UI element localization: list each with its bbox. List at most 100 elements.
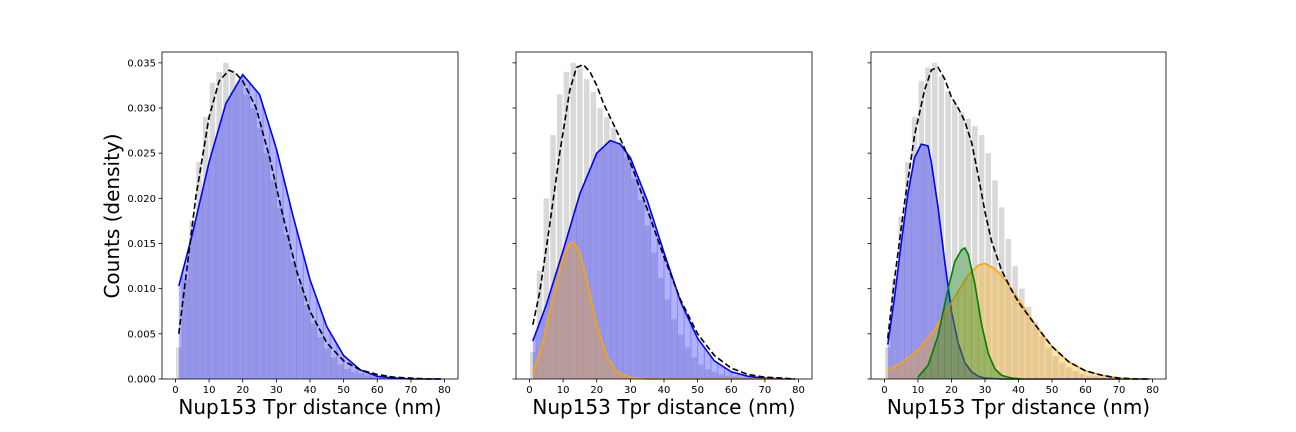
y-tick-label: 0.030 bbox=[127, 104, 156, 115]
hist-bar bbox=[731, 376, 738, 379]
hist-bar bbox=[276, 207, 283, 379]
hist-bar bbox=[344, 369, 350, 379]
x-tick-label: 20 bbox=[590, 385, 603, 396]
hist-bar bbox=[250, 108, 256, 379]
hist-bar bbox=[1079, 373, 1085, 379]
hist-bar bbox=[604, 117, 610, 380]
hist-bar bbox=[223, 62, 229, 379]
x-tick-label: 60 bbox=[725, 385, 738, 396]
hist-bar bbox=[678, 334, 684, 379]
hist-bar bbox=[256, 127, 263, 380]
hist-bar bbox=[925, 67, 931, 379]
histogram bbox=[176, 62, 444, 380]
hist-bar bbox=[738, 377, 745, 379]
x-tick-label: 70 bbox=[1113, 385, 1126, 396]
blue-component bbox=[532, 139, 796, 380]
x-tick-label: 40 bbox=[658, 385, 671, 396]
envelope-dashed-curve bbox=[886, 66, 1150, 380]
hist-bar bbox=[196, 162, 202, 379]
hist-bar bbox=[1045, 347, 1052, 379]
x-tick-label: 20 bbox=[945, 385, 958, 396]
y-tick-label: 0.000 bbox=[127, 375, 156, 386]
hist-bar bbox=[885, 347, 891, 379]
hist-bar bbox=[657, 277, 664, 379]
hist-bar bbox=[303, 304, 310, 379]
hist-bar bbox=[202, 117, 209, 380]
hist-bar bbox=[577, 67, 583, 379]
x-tick-label: 30 bbox=[270, 385, 283, 396]
hist-bar bbox=[330, 357, 337, 379]
x-tick-label: 10 bbox=[557, 385, 570, 396]
hist-bar bbox=[1092, 376, 1099, 379]
hist-bar bbox=[671, 319, 677, 379]
x-tick-label: 50 bbox=[1046, 385, 1059, 396]
hist-bar bbox=[711, 371, 718, 379]
hist-bar bbox=[1032, 322, 1039, 379]
hist-bar bbox=[550, 135, 556, 379]
hist-bar bbox=[1019, 288, 1025, 379]
hist-bar bbox=[1066, 367, 1072, 379]
hist-bar bbox=[1086, 375, 1092, 379]
hist-bar bbox=[651, 252, 657, 379]
x-axis-label: Nup153 Tpr distance (nm) bbox=[178, 395, 441, 419]
orange-area bbox=[887, 263, 1150, 379]
hist-bar bbox=[1052, 356, 1059, 379]
x-tick-label: 30 bbox=[624, 385, 637, 396]
hist-bar bbox=[283, 234, 290, 379]
y-axis-label: Counts (density) bbox=[100, 133, 124, 298]
x-tick-label: 50 bbox=[337, 385, 350, 396]
y-tick-label: 0.010 bbox=[127, 284, 156, 295]
hist-bar bbox=[1059, 362, 1065, 379]
y-tick-label: 0.020 bbox=[127, 194, 156, 205]
hist-bar bbox=[905, 162, 911, 379]
x-tick-label: 80 bbox=[792, 385, 805, 396]
hist-bar bbox=[1039, 335, 1045, 379]
x-tick-label: 80 bbox=[438, 385, 451, 396]
hist-bar bbox=[718, 374, 724, 379]
hist-bar bbox=[1106, 377, 1112, 379]
blue-component bbox=[178, 73, 442, 380]
y-tick-label: 0.005 bbox=[127, 329, 156, 340]
green-curve bbox=[917, 246, 1022, 380]
x-axis-label: Nup153 Tpr distance (nm) bbox=[887, 395, 1150, 419]
hist-bar bbox=[992, 180, 998, 379]
hist-bar bbox=[543, 198, 550, 379]
x-tick-label: 70 bbox=[759, 385, 772, 396]
hist-bar bbox=[209, 82, 216, 379]
hist-bar bbox=[337, 364, 344, 379]
green-area bbox=[917, 248, 1022, 379]
hist-bar bbox=[911, 117, 918, 380]
blue-curve bbox=[178, 73, 442, 380]
hist-bar bbox=[570, 62, 576, 379]
hist-bar bbox=[350, 371, 357, 379]
hist-bar bbox=[624, 157, 630, 379]
hist-bar bbox=[357, 373, 364, 379]
x-tick-label: 80 bbox=[1146, 385, 1159, 396]
x-tick-label: 50 bbox=[691, 385, 704, 396]
x-tick-label: 70 bbox=[405, 385, 418, 396]
hist-bar bbox=[229, 70, 236, 380]
hist-bar bbox=[918, 80, 925, 380]
hist-bar bbox=[176, 347, 182, 379]
x-tick-label: 40 bbox=[1012, 385, 1025, 396]
hist-bar bbox=[597, 108, 603, 379]
green-component bbox=[917, 246, 1022, 380]
hist-bar bbox=[1099, 377, 1106, 379]
x-tick-label: 60 bbox=[371, 385, 384, 396]
hist-bar bbox=[364, 375, 370, 379]
hist-bar bbox=[972, 126, 978, 379]
hist-bar bbox=[270, 180, 276, 379]
hist-bar bbox=[556, 94, 563, 379]
hist-bar bbox=[644, 225, 650, 379]
x-tick-label: 10 bbox=[912, 385, 925, 396]
hist-bar bbox=[691, 357, 698, 379]
hist-bar bbox=[583, 79, 590, 379]
hist-bar bbox=[263, 153, 270, 379]
hist-bar bbox=[630, 178, 637, 379]
blue-area bbox=[178, 74, 442, 379]
hist-bar bbox=[610, 127, 617, 380]
hist-bar bbox=[952, 103, 958, 379]
